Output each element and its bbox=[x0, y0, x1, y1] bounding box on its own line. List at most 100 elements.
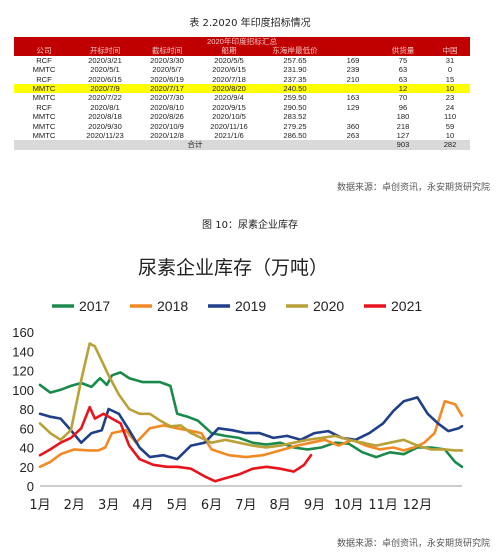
legend-label-2019: 2019 bbox=[235, 298, 266, 314]
table-cell: 129 bbox=[346, 102, 360, 112]
table-cell: 63 bbox=[398, 65, 408, 75]
table-total-row: 合计 903 282 bbox=[14, 140, 471, 150]
table-cell: 110 bbox=[443, 112, 457, 122]
table-cell: MMTC bbox=[32, 112, 56, 122]
table-cell: 2020/12/8 bbox=[150, 131, 184, 141]
col-header: 中国 bbox=[430, 46, 471, 56]
table-cell: 218 bbox=[396, 121, 410, 131]
table-cell: 15 bbox=[445, 74, 455, 84]
chart-axes: 0 20 40 60 80 100 120 140 160 1月 2月 3月 4月 5月 6月 7月 8月 9月 1… bbox=[12, 325, 462, 513]
table-cell: 10 bbox=[445, 131, 455, 141]
table-cell: 259.50 bbox=[283, 93, 307, 103]
table-cell: 96 bbox=[398, 102, 408, 112]
col-header: 供货量 bbox=[376, 46, 430, 56]
y-tick-label: 140 bbox=[12, 344, 34, 359]
x-tick-label: 3月 bbox=[98, 498, 119, 513]
col-header: 东海岸最低价 bbox=[260, 46, 330, 56]
table-cell: 231.90 bbox=[283, 65, 307, 75]
x-tick-label: 7月 bbox=[235, 498, 256, 513]
x-tick-label: 11月 bbox=[368, 498, 398, 513]
legend-label-2017: 2017 bbox=[79, 298, 110, 314]
table-cell: 2020/9/30 bbox=[88, 121, 122, 131]
table-cell: MMTC bbox=[32, 121, 56, 131]
table-cell: 2020/10/5 bbox=[212, 112, 246, 122]
table-cell: 2020/7/9 bbox=[74, 84, 136, 94]
table-cell: 163 bbox=[346, 93, 360, 103]
table-cell: 210 bbox=[346, 74, 360, 84]
col-header: 船期 bbox=[198, 46, 260, 56]
table-cell: 2020/8/20 bbox=[198, 84, 260, 94]
table-cell: 2020/6/15 bbox=[212, 65, 246, 75]
table-cell: 2020/9/15 bbox=[212, 102, 246, 112]
table-cell bbox=[330, 112, 376, 121]
table-row: MMTC 2020/7/22 2020/7/30 2020/9/4 259.50 163 7… bbox=[14, 93, 470, 102]
x-tick-label: 6月 bbox=[201, 498, 222, 513]
inventory-line-chart: 尿素企业库存（万吨） 2017 2018 2019 2020 2021 0 20 40 60 8… bbox=[12, 257, 464, 513]
table-banner: 2020年印度招标汇总 bbox=[14, 37, 471, 47]
table-caption: 表 2.2020 年印度招标情况 bbox=[189, 18, 311, 29]
table-row: MMTC 2020/7/9 2020/7/17 2020/8/20 240.50 12 10 bbox=[14, 84, 471, 94]
table-cell: 290.50 bbox=[283, 102, 307, 112]
series-line-2021 bbox=[38, 405, 313, 483]
table-cell: 239 bbox=[346, 65, 360, 75]
table-row: MMTC 2020/8/18 2020/8/26 2020/10/5 283.52 180… bbox=[14, 112, 470, 121]
col-header: 开标时间 bbox=[74, 46, 136, 56]
table-cell: 2020/5/7 bbox=[152, 65, 182, 75]
table-cell: 240.50 bbox=[260, 84, 330, 94]
table-cell: 279.25 bbox=[283, 121, 307, 131]
table-cell: 237.35 bbox=[283, 74, 307, 84]
source-note-table: 数据来源：卓创资讯，永安期货研究院 bbox=[336, 183, 490, 193]
col-header: 公司 bbox=[14, 46, 74, 56]
table-cell: 0 bbox=[447, 65, 453, 75]
table-cell: 31 bbox=[445, 55, 455, 65]
table-cell: 24 bbox=[445, 102, 455, 112]
x-tick-label: 12月 bbox=[403, 498, 433, 513]
table-row: RCF 2020/3/21 2020/3/30 2020/5/5 257.65 169 75… bbox=[14, 56, 470, 65]
table-cell: 2020/8/18 bbox=[88, 112, 122, 122]
tender-table: 2020年印度招标汇总 公司 开标时间 截标时间 船期 东海岸最低价 供货量 中… bbox=[14, 37, 471, 150]
y-tick-label: 60 bbox=[20, 421, 34, 436]
table-cell: 2020/11/16 bbox=[210, 121, 248, 131]
table-cell: 70 bbox=[398, 93, 408, 103]
y-tick-label: 20 bbox=[20, 460, 34, 475]
y-tick-label: 120 bbox=[12, 364, 34, 379]
table-cell: 2021/1/6 bbox=[214, 131, 244, 141]
table-row: RCF 2020/6/15 2020/6/19 2020/7/18 237.35 210 6… bbox=[14, 75, 470, 84]
table-row: MMTC 2020/9/30 2020/10/9 2020/11/16 279.25 36… bbox=[14, 122, 470, 131]
table-cell: RCF bbox=[36, 55, 52, 65]
table-cell: 23 bbox=[445, 93, 455, 103]
table-cell: 2020/7/22 bbox=[88, 93, 122, 103]
table-cell: 12 bbox=[376, 84, 430, 94]
legend-label-2021: 2021 bbox=[391, 298, 422, 314]
legend-label-2020: 2020 bbox=[313, 298, 344, 314]
table-cell: 2020/3/21 bbox=[88, 55, 122, 65]
table-cell: 2020/10/9 bbox=[150, 121, 184, 131]
table-cell: MMTC bbox=[32, 131, 56, 141]
total-label: 合计 bbox=[14, 140, 376, 150]
series-line-2020 bbox=[38, 342, 464, 452]
chart-legend: 2017 2018 2019 2020 2021 bbox=[52, 298, 422, 314]
table-cell: 2020/7/30 bbox=[150, 93, 184, 103]
table-cell: 2020/8/26 bbox=[150, 112, 184, 122]
x-tick-label: 10月 bbox=[334, 498, 364, 513]
table-cell: 10 bbox=[430, 84, 471, 94]
table-cell: 180 bbox=[396, 112, 410, 122]
series-line-2018 bbox=[38, 400, 464, 469]
x-tick-label: 8月 bbox=[270, 498, 291, 513]
source-note-chart: 数据来源：卓创资讯，永安期货研究院 bbox=[336, 539, 490, 549]
x-tick-label: 5月 bbox=[167, 498, 188, 513]
table-cell: 2020/6/19 bbox=[150, 74, 184, 84]
table-banner-row: 2020年印度招标汇总 bbox=[14, 37, 471, 47]
y-tick-label: 100 bbox=[12, 383, 34, 398]
chart-series bbox=[38, 342, 464, 483]
table-cell: 2020/7/17 bbox=[136, 84, 198, 94]
table-header-row: 公司 开标时间 截标时间 船期 东海岸最低价 供货量 中国 bbox=[14, 46, 471, 56]
table-cell: 75 bbox=[398, 55, 408, 65]
table-cell: 63 bbox=[398, 74, 408, 84]
x-tick-label: 4月 bbox=[132, 498, 153, 513]
col-header bbox=[330, 46, 376, 56]
table-cell: 283.52 bbox=[283, 112, 307, 122]
y-tick-label: 80 bbox=[20, 402, 34, 417]
table-cell: RCF bbox=[36, 102, 52, 112]
table-cell: 2020/9/4 bbox=[214, 93, 244, 103]
